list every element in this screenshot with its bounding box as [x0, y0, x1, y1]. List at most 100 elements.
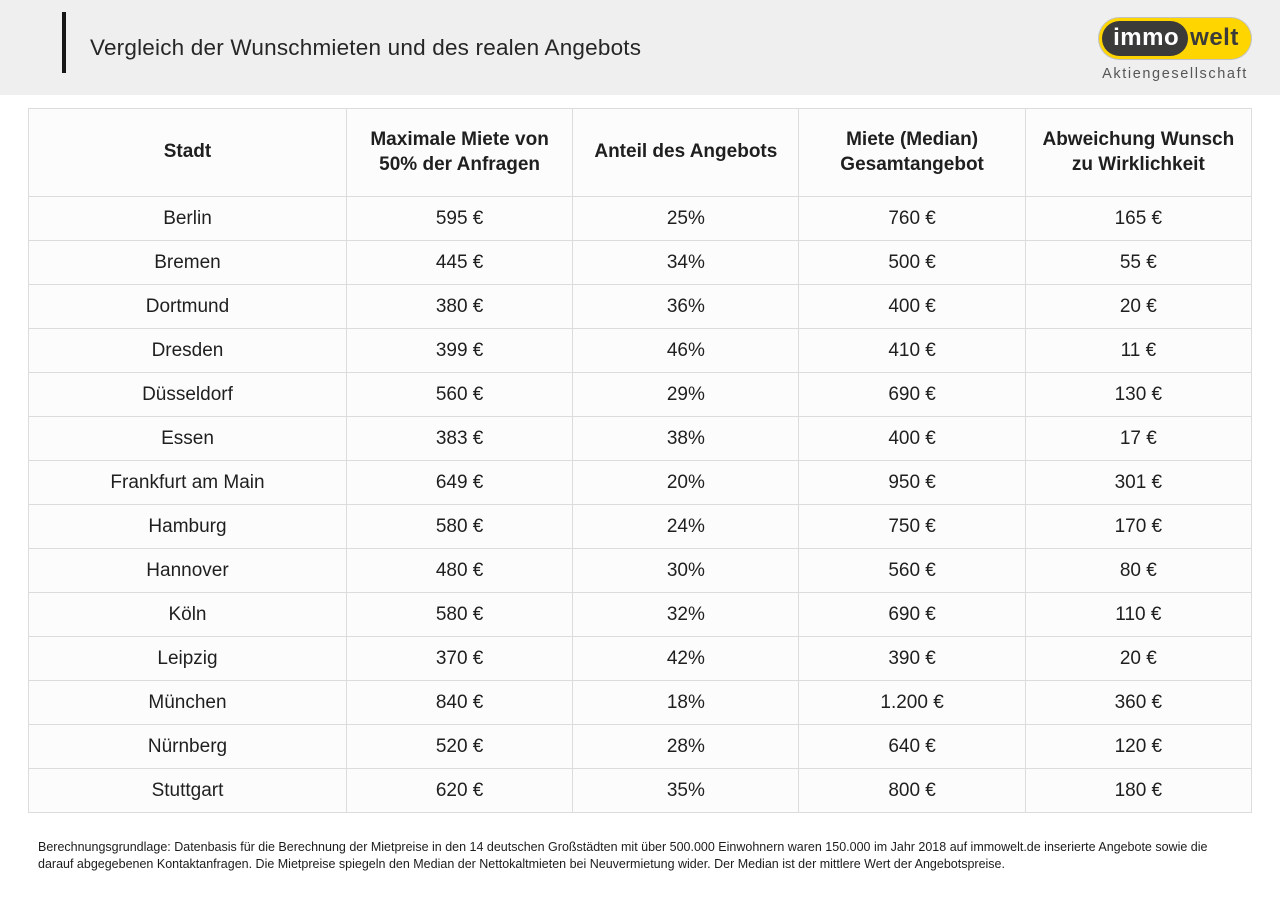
cell-offer-share: 32% — [572, 592, 800, 637]
cell-deviation: 170 € — [1024, 504, 1253, 549]
cell-median-rent: 410 € — [798, 328, 1026, 373]
cell-median-rent: 500 € — [798, 240, 1026, 285]
cell-max-rent-50pct: 520 € — [345, 724, 574, 769]
cell-offer-share: 30% — [572, 548, 800, 593]
cell-median-rent: 800 € — [798, 768, 1026, 813]
table-row: Düsseldorf 560 €29% 690 €130 € — [28, 372, 1253, 417]
column-header-max-rent-50pct: Maximale Miete von 50% der Anfragen — [345, 108, 574, 197]
cell-deviation: 110 € — [1024, 592, 1253, 637]
table-header-row: Stadt Maximale Miete von 50% der Anfrage… — [28, 108, 1253, 197]
table-row: München 840 €18% 1.200 €360 € — [28, 680, 1253, 725]
table-row: Hamburg 580 €24% 750 €170 € — [28, 504, 1253, 549]
cell-median-rent: 560 € — [798, 548, 1026, 593]
cell-deviation: 301 € — [1024, 460, 1253, 505]
accent-bar — [62, 12, 66, 73]
cell-max-rent-50pct: 380 € — [345, 284, 574, 329]
cell-city: Frankfurt am Main — [28, 460, 347, 505]
immowelt-logo: immo welt Aktiengesellschaft — [1095, 18, 1255, 82]
logo-subtitle: Aktiengesellschaft — [1102, 66, 1248, 82]
cell-offer-share: 28% — [572, 724, 800, 769]
cell-deviation: 20 € — [1024, 284, 1253, 329]
column-header-offer-share: Anteil des Angebots — [572, 108, 800, 197]
cell-offer-share: 42% — [572, 636, 800, 681]
cell-median-rent: 750 € — [798, 504, 1026, 549]
cell-deviation: 180 € — [1024, 768, 1253, 813]
table-row: Frankfurt am Main 649 €20% 950 €301 € — [28, 460, 1253, 505]
cell-deviation: 165 € — [1024, 196, 1253, 241]
column-header-deviation: Abweichung Wunsch zu Wirklichkeit — [1024, 108, 1253, 197]
main-content: Stadt Maximale Miete von 50% der Anfrage… — [0, 95, 1280, 813]
cell-max-rent-50pct: 620 € — [345, 768, 574, 813]
cell-max-rent-50pct: 445 € — [345, 240, 574, 285]
cell-deviation: 11 € — [1024, 328, 1253, 373]
logo-text-immo: immo — [1102, 21, 1189, 56]
cell-median-rent: 1.200 € — [798, 680, 1026, 725]
table-body: Berlin 595 €25% 760 €165 € Bremen 445 €34% 50… — [28, 196, 1253, 813]
cell-max-rent-50pct: 370 € — [345, 636, 574, 681]
table-row: Bremen 445 €34% 500 €55 € — [28, 240, 1253, 285]
cell-city: Essen — [28, 416, 347, 461]
cell-offer-share: 36% — [572, 284, 800, 329]
immowelt-logo-pill: immo welt — [1099, 18, 1251, 59]
cell-offer-share: 25% — [572, 196, 800, 241]
cell-city: Köln — [28, 592, 347, 637]
rent-comparison-table: Stadt Maximale Miete von 50% der Anfrage… — [28, 108, 1253, 813]
table-row: Stuttgart 620 €35% 800 €180 € — [28, 768, 1253, 813]
table-row: Dresden 399 €46% 410 €11 € — [28, 328, 1253, 373]
page-title: Vergleich der Wunschmieten und des reale… — [90, 34, 642, 60]
cell-offer-share: 18% — [572, 680, 800, 725]
cell-max-rent-50pct: 580 € — [345, 504, 574, 549]
column-header-city: Stadt — [28, 108, 347, 197]
table-row: Nürnberg 520 €28% 640 €120 € — [28, 724, 1253, 769]
cell-offer-share: 46% — [572, 328, 800, 373]
header-band: Vergleich der Wunschmieten und des reale… — [0, 0, 1280, 95]
cell-city: Dresden — [28, 328, 347, 373]
cell-max-rent-50pct: 580 € — [345, 592, 574, 637]
column-header-median-rent: Miete (Median) Gesamtangebot — [798, 108, 1026, 197]
cell-median-rent: 400 € — [798, 284, 1026, 329]
table-row: Hannover 480 €30% 560 €80 € — [28, 548, 1253, 593]
table-row: Dortmund 380 €36% 400 €20 € — [28, 284, 1253, 329]
cell-max-rent-50pct: 383 € — [345, 416, 574, 461]
cell-deviation: 120 € — [1024, 724, 1253, 769]
cell-median-rent: 950 € — [798, 460, 1026, 505]
cell-city: Berlin — [28, 196, 347, 241]
cell-city: München — [28, 680, 347, 725]
cell-max-rent-50pct: 649 € — [345, 460, 574, 505]
table-row: Essen 383 €38% 400 €17 € — [28, 416, 1253, 461]
cell-max-rent-50pct: 595 € — [345, 196, 574, 241]
table-row: Köln 580 €32% 690 €110 € — [28, 592, 1253, 637]
cell-deviation: 130 € — [1024, 372, 1253, 417]
cell-offer-share: 20% — [572, 460, 800, 505]
cell-offer-share: 29% — [572, 372, 800, 417]
cell-city: Dortmund — [28, 284, 347, 329]
cell-city: Leipzig — [28, 636, 347, 681]
cell-median-rent: 640 € — [798, 724, 1026, 769]
logo-text-welt: welt — [1190, 23, 1239, 51]
cell-city: Stuttgart — [28, 768, 347, 813]
cell-deviation: 55 € — [1024, 240, 1253, 285]
cell-city: Hannover — [28, 548, 347, 593]
cell-median-rent: 690 € — [798, 372, 1026, 417]
cell-max-rent-50pct: 560 € — [345, 372, 574, 417]
cell-offer-share: 34% — [572, 240, 800, 285]
cell-max-rent-50pct: 480 € — [345, 548, 574, 593]
table-row: Leipzig 370 €42% 390 €20 € — [28, 636, 1253, 681]
table-row: Berlin 595 €25% 760 €165 € — [28, 196, 1253, 241]
cell-offer-share: 35% — [572, 768, 800, 813]
cell-deviation: 360 € — [1024, 680, 1253, 725]
cell-median-rent: 760 € — [798, 196, 1026, 241]
cell-median-rent: 390 € — [798, 636, 1026, 681]
cell-city: Bremen — [28, 240, 347, 285]
cell-median-rent: 400 € — [798, 416, 1026, 461]
cell-deviation: 80 € — [1024, 548, 1253, 593]
cell-city: Düsseldorf — [28, 372, 347, 417]
cell-offer-share: 38% — [572, 416, 800, 461]
cell-median-rent: 690 € — [798, 592, 1026, 637]
cell-deviation: 20 € — [1024, 636, 1253, 681]
cell-city: Hamburg — [28, 504, 347, 549]
cell-offer-share: 24% — [572, 504, 800, 549]
calculation-footnote: Berechnungsgrundlage: Datenbasis für die… — [38, 840, 1208, 871]
cell-city: Nürnberg — [28, 724, 347, 769]
cell-max-rent-50pct: 840 € — [345, 680, 574, 725]
